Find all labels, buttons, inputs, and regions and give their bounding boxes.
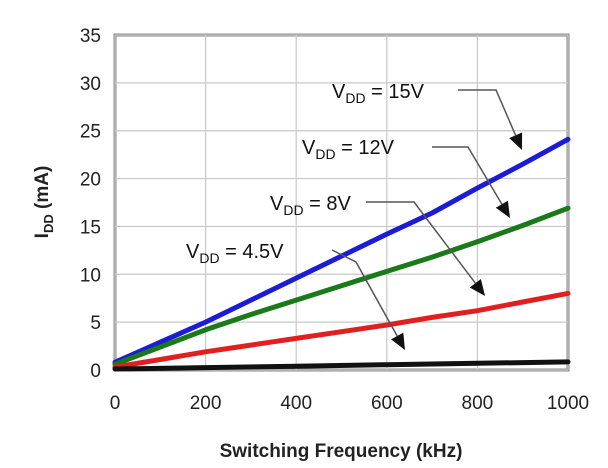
series-label-main: V [186,241,200,263]
series-label-main: V [332,81,346,103]
series-line-3 [112,359,571,372]
x-tick-label: 0 [110,393,121,414]
series-label-0: VDD = 15V [332,81,425,106]
series-lines [112,136,571,372]
y-tick-label: 30 [80,74,101,95]
y-tick-label: 20 [80,170,101,191]
series-label-2: VDD = 8V [270,193,351,218]
y-axis-title: IDD (mA) [32,166,56,239]
series-label-3: VDD = 4.5V [186,241,284,266]
annotation-leader-0 [458,89,517,136]
series-line-2 [112,290,571,370]
series-label-tail: = 12V [336,137,395,159]
y-axis-title-sub: DD [41,214,56,233]
x-tick-label: 1000 [547,393,589,414]
series-label-sub: DD [199,250,219,266]
x-axis-title: Switching Frequency (kHz) [220,441,463,462]
series-label-tail: = 15V [366,81,425,103]
y-tick-labels: 0 5 10 15 20 25 30 35 [80,26,101,382]
annotation-leader-3 [331,249,398,337]
annotation-arrows [331,89,523,350]
annotation-arrowhead-3 [391,332,405,350]
annotation-leader-1 [432,146,503,205]
annotation-leader-2 [366,201,476,284]
series-label-main: V [270,193,284,215]
series-label-sub: DD [345,90,365,106]
x-tick-label: 400 [280,393,312,414]
annotation-arrowhead-0 [509,132,523,150]
x-tick-labels: 0 200 400 600 800 1000 [110,393,589,414]
series-label-tail: = 4.5V [220,241,285,263]
annotation-arrowhead-2 [469,279,485,296]
y-tick-label: 10 [80,265,101,286]
y-axis-title-tail: (mA) [32,166,53,215]
y-tick-label: 35 [80,26,101,47]
y-tick-label: 15 [80,217,101,238]
annotation-arrowhead-1 [495,200,510,218]
y-tick-label: 5 [90,313,101,334]
y-tick-label: 0 [90,361,101,382]
series-label-main: V [302,137,316,159]
series-label-sub: DD [283,202,303,218]
series-line-1 [112,205,571,367]
y-axis-title-main: I [32,233,53,238]
x-tick-label: 800 [462,393,494,414]
series-label-sub: DD [315,146,335,162]
x-tick-label: 600 [371,393,403,414]
y-tick-label: 25 [80,122,101,143]
x-tick-label: 200 [190,393,222,414]
plot-area [113,33,570,372]
series-line-0 [112,136,571,365]
series-label-1: VDD = 12V [302,137,395,162]
series-label-tail: = 8V [304,193,352,215]
